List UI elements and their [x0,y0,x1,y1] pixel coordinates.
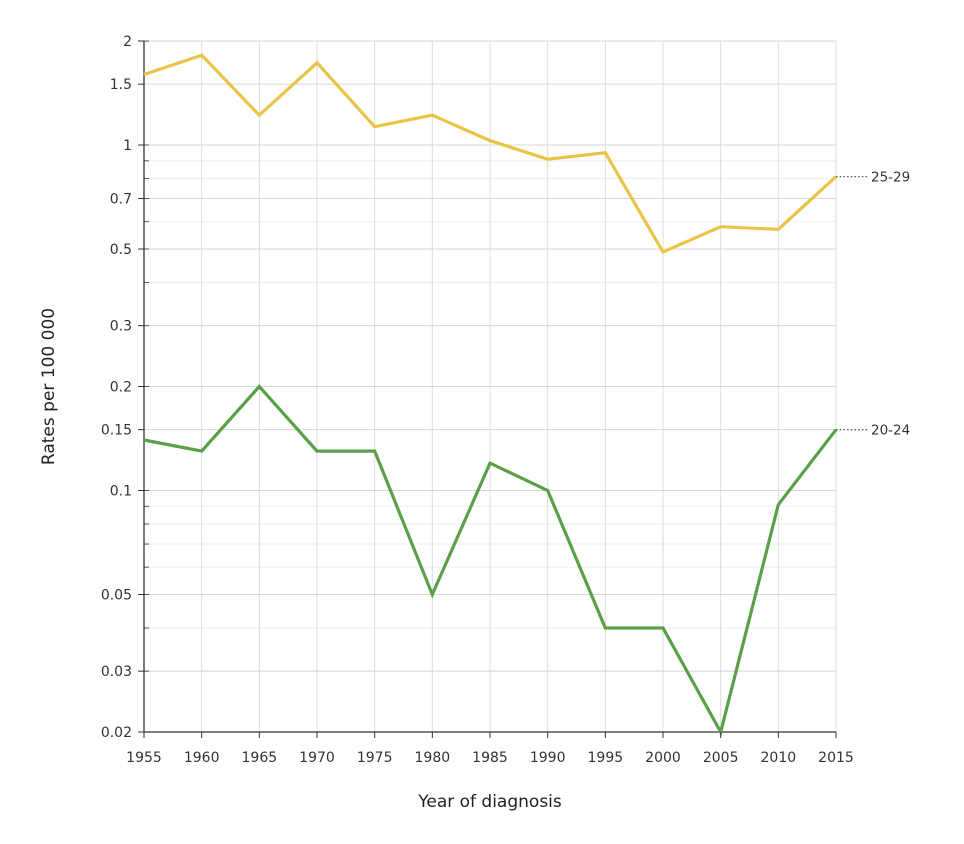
y-tick-label-0.1: 0.1 [110,484,132,500]
x-tick-label-1990: 1990 [530,750,566,766]
y-tick-label-0.15: 0.15 [101,423,132,439]
y-tick-label-0.7: 0.7 [110,192,132,208]
y-tick-label-0.2: 0.2 [110,380,132,396]
y-tick-label-0.02: 0.02 [101,725,132,741]
x-tick-label-2005: 2005 [703,750,739,766]
x-tick-label-1980: 1980 [415,750,451,766]
y-tick-label-1: 1 [123,138,132,154]
y-axis-ticks: 0.02 0.03 0.05 0.1 0.15 0.2 0.3 0.5 0.7 1 1.5 2 [101,34,144,741]
x-tick-label-2000: 2000 [645,750,681,766]
series-label-25-29: 25-29 [871,170,910,186]
y-tick-label-0.3: 0.3 [110,319,132,335]
y-tick-label-2: 2 [123,34,132,50]
x-tick-label-1985: 1985 [472,750,508,766]
series-line-25-29 [143,53,838,255]
x-tick-label-1975: 1975 [357,750,393,766]
y-tick-label-0.5: 0.5 [110,242,132,258]
x-tick-label-1995: 1995 [588,750,624,766]
x-tick-label-1970: 1970 [299,750,335,766]
y-tick-label-1.5: 1.5 [110,77,132,93]
y-tick-label-0.05: 0.05 [101,588,132,604]
y-tick-label-0.03: 0.03 [101,664,132,680]
series-label-20-24: 20-24 [871,423,910,439]
y-axis-title: Rates per 100 000 [39,308,59,465]
x-tick-label-2010: 2010 [761,750,797,766]
x-tick-label-1955: 1955 [126,750,162,766]
major-gridlines [143,40,837,733]
x-tick-label-1960: 1960 [184,750,220,766]
x-tick-label-1965: 1965 [242,750,278,766]
x-axis-title: Year of diagnosis [417,792,562,812]
x-tick-label-2015: 2015 [818,750,854,766]
x-axis-ticks: 1955 1960 1965 1970 1975 1980 1985 1990 1995 2000… [126,732,854,766]
